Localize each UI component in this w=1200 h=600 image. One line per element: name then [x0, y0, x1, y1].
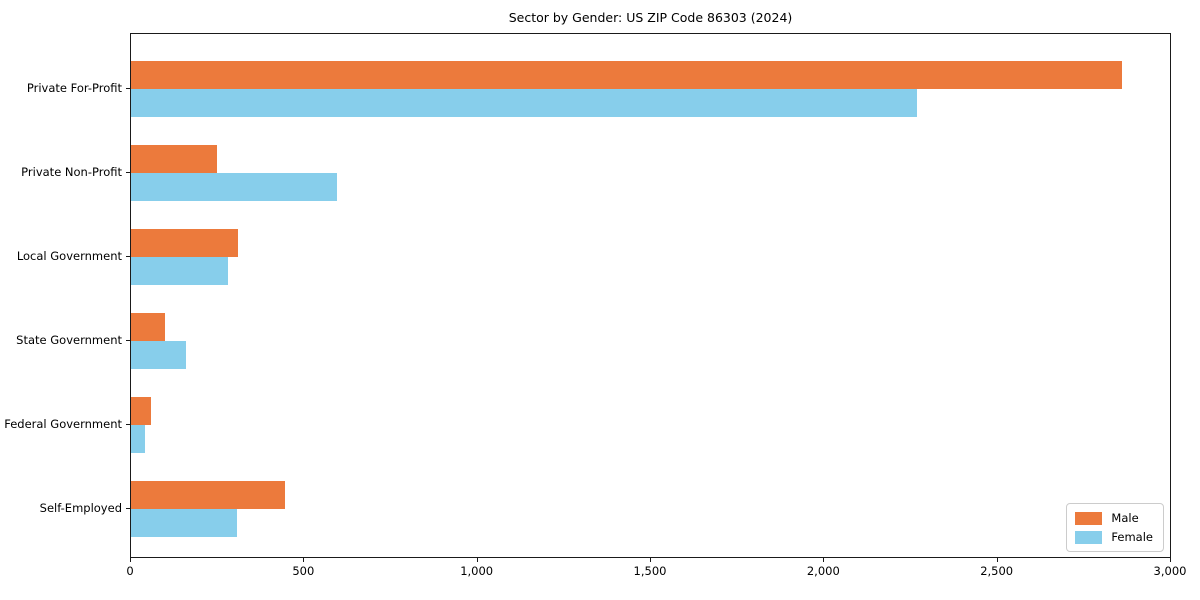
bar-female-private-for-profit — [131, 88, 918, 117]
x-tick-mark — [303, 558, 305, 562]
x-tick-label: 2,500 — [980, 564, 1014, 578]
legend-swatch-male — [1075, 511, 1103, 525]
legend-label: Female — [1111, 530, 1153, 544]
bar-male-private-for-profit — [131, 60, 1122, 89]
bar-male-state-government — [131, 312, 165, 341]
bar-male-federal-government — [131, 397, 151, 425]
legend-swatch-female — [1075, 530, 1103, 544]
chart-title: Sector by Gender: US ZIP Code 86303 (202… — [508, 10, 793, 25]
y-tick-label: Self-Employed — [39, 501, 122, 516]
x-tick-mark — [823, 558, 825, 562]
x-tick-mark — [476, 558, 478, 562]
y-tick-mark — [126, 87, 130, 89]
plot-area: Male Female — [130, 33, 1171, 558]
bar-male-private-non-profit — [131, 144, 217, 173]
x-tick-label: 500 — [292, 564, 315, 578]
bar-male-self-employed — [131, 481, 285, 510]
legend-row-male: Male — [1075, 511, 1153, 525]
y-tick-mark — [126, 171, 130, 173]
bar-female-private-non-profit — [131, 172, 338, 201]
bar-female-federal-government — [131, 425, 145, 453]
y-tick-mark — [126, 508, 130, 510]
x-tick-mark — [996, 558, 998, 562]
x-tick-label: 3,000 — [1153, 564, 1187, 578]
y-tick-label: Federal Government — [4, 417, 122, 431]
y-tick-label: Private For-Profit — [26, 80, 122, 95]
y-tick-label: State Government — [16, 332, 122, 347]
y-tick-label: Local Government — [16, 248, 122, 263]
bar-female-local-government — [131, 256, 228, 285]
x-tick-label: 0 — [126, 564, 134, 578]
y-tick-label: Private Non-Profit — [21, 164, 122, 179]
y-tick-mark — [126, 424, 130, 425]
bar-male-local-government — [131, 228, 239, 257]
legend-row-female: Female — [1075, 530, 1153, 544]
x-tick-label: 1,000 — [460, 564, 494, 578]
x-tick-mark — [130, 558, 131, 562]
x-tick-label: 1,500 — [633, 564, 667, 578]
bar-female-state-government — [131, 340, 186, 369]
x-tick-mark — [1170, 558, 1171, 562]
legend-label: Male — [1111, 511, 1139, 525]
y-tick-mark — [126, 339, 130, 341]
x-tick-mark — [650, 558, 651, 562]
bar-female-self-employed — [131, 509, 238, 538]
y-tick-mark — [126, 255, 130, 257]
legend: Male Female — [1066, 503, 1164, 552]
x-tick-label: 2,000 — [806, 564, 840, 578]
